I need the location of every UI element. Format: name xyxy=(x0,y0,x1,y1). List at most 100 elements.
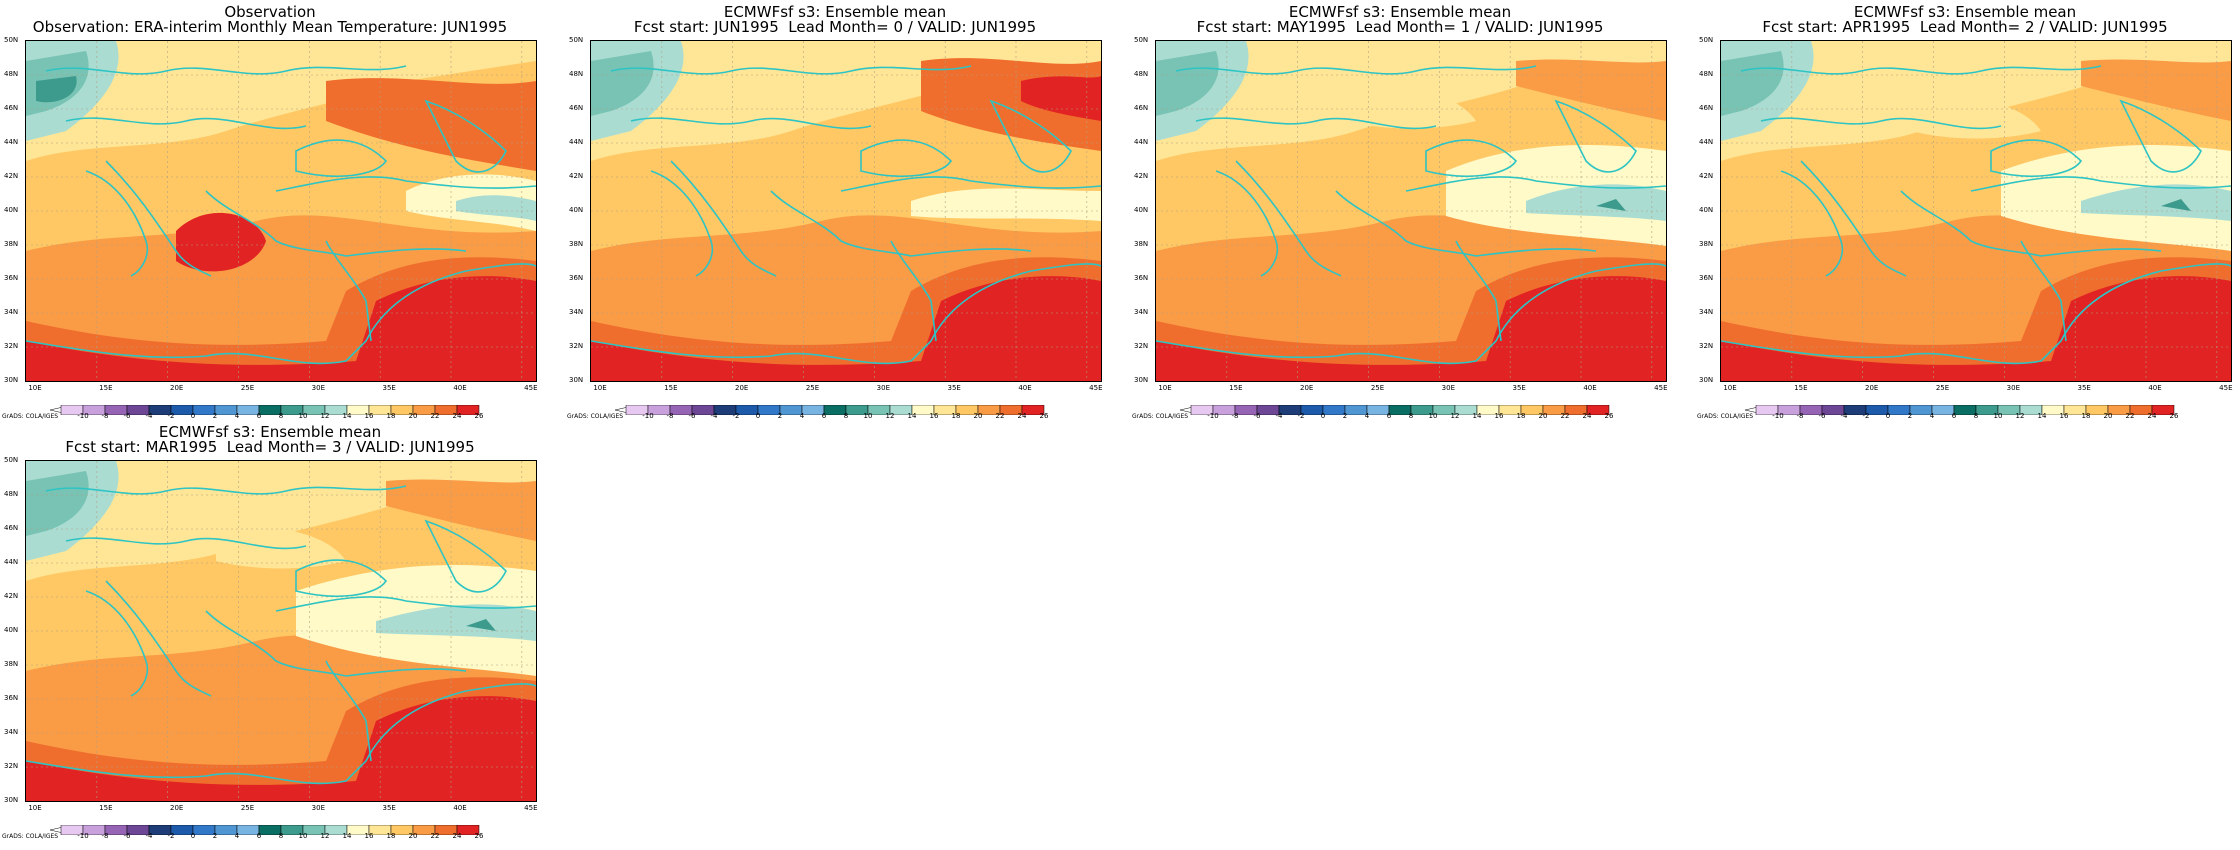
lon-tick-label: 40E xyxy=(1583,384,1597,392)
colorbar-label: 4 xyxy=(799,412,805,420)
lat-tick-label: 32N xyxy=(1134,342,1149,350)
panel-subtitle: Fcst start: JUN1995 Lead Month= 0 / VALI… xyxy=(633,18,1037,36)
lon-tick-label: 15E xyxy=(99,804,113,812)
lon-tick-label: 30E xyxy=(311,804,325,812)
lat-tick-label: 42N xyxy=(4,592,19,600)
colorbar-label: 26 xyxy=(474,832,484,840)
colorbar-label: 12 xyxy=(2015,412,2025,420)
lat-tick-label: 34N xyxy=(4,308,19,316)
lat-tick-label: 30N xyxy=(4,796,19,804)
colorbar-label: 12 xyxy=(320,412,330,420)
lat-tick-label: 38N xyxy=(1699,240,1714,248)
lat-tick-label: 48N xyxy=(1134,70,1149,78)
colorbar-label: 26 xyxy=(2169,412,2179,420)
lon-tick-label: 35E xyxy=(947,384,961,392)
colorbar-label: 4 xyxy=(1364,412,1370,420)
lat-tick-label: 40N xyxy=(4,206,19,214)
colorbar-label: 14 xyxy=(342,412,352,420)
colorbar-label: 2 xyxy=(1342,412,1348,420)
colorbar: -10 -8 -6 -4 -2 0 2 4 6 8 10 12 14 16 18 20 22 24 26 xyxy=(614,400,1055,420)
lon-tick-label: 25E xyxy=(1935,384,1950,392)
colorbar-label: 10 xyxy=(1428,412,1438,420)
colorbar-label: -8 xyxy=(666,412,674,420)
colorbar-label: 22 xyxy=(2125,412,2135,420)
colorbar-label: 26 xyxy=(1604,412,1614,420)
lat-tick-label: 48N xyxy=(4,490,19,498)
lon-tick-label: 20E xyxy=(734,384,749,392)
lat-tick-label: 46N xyxy=(569,104,584,112)
lat-tick-label: 46N xyxy=(1134,104,1149,112)
lat-tick-label: 40N xyxy=(1134,206,1149,214)
lon-tick-label: 35E xyxy=(2077,384,2091,392)
colorbar-label: 12 xyxy=(885,412,895,420)
lon-tick-label: 15E xyxy=(99,384,113,392)
lat-tick-label: 44N xyxy=(1134,138,1149,146)
colorbar-label: -6 xyxy=(1253,412,1261,420)
grads-credit: GrADS: COLA/IGES xyxy=(1132,413,1189,420)
lon-tick-label: 10E xyxy=(1158,384,1172,392)
colorbar-label: 22 xyxy=(995,412,1005,420)
colorbar-label: -6 xyxy=(688,412,696,420)
lon-tick-label: 35E xyxy=(382,804,396,812)
lon-tick-label: 15E xyxy=(1229,384,1243,392)
colorbar-label: -6 xyxy=(123,832,131,840)
colorbar-label: 14 xyxy=(2037,412,2047,420)
colorbar-label: 16 xyxy=(929,412,939,420)
colorbar-label: 0 xyxy=(1885,412,1891,420)
colorbar-label: 18 xyxy=(951,412,961,420)
lat-tick-label: 30N xyxy=(1699,376,1714,384)
colorbar-label: 6 xyxy=(1386,412,1392,420)
colorbar-label: 14 xyxy=(1472,412,1482,420)
lat-tick-label: 32N xyxy=(4,342,19,350)
lat-tick-label: 44N xyxy=(4,138,19,146)
lat-tick-label: 44N xyxy=(4,558,19,566)
lat-tick-label: 40N xyxy=(4,626,19,634)
colorbar-label: 18 xyxy=(386,832,396,840)
panel-title: ECMWFsf s3: Ensemble mean xyxy=(158,423,382,441)
lat-tick-label: 46N xyxy=(1699,104,1714,112)
lat-tick-label: 50N xyxy=(4,36,19,44)
lon-tick-label: 20E xyxy=(1864,384,1879,392)
colorbar-label: 2 xyxy=(212,832,218,840)
temperature-map xyxy=(1720,40,2232,382)
lat-tick-label: 40N xyxy=(1699,206,1714,214)
map-panel: ECMWFsf s3: Ensemble mean Fcst start: JUN… xyxy=(565,0,1125,430)
lat-tick-label: 36N xyxy=(1134,274,1149,282)
lat-tick-label: 50N xyxy=(4,456,19,464)
map-panel: ECMWFsf s3: Ensemble mean Fcst start: MAY… xyxy=(1130,0,1690,430)
colorbar-label: 6 xyxy=(256,832,262,840)
colorbar-label: -2 xyxy=(1297,412,1305,420)
lon-tick-label: 30E xyxy=(876,384,890,392)
lon-tick-label: 10E xyxy=(28,804,42,812)
lat-tick-label: 30N xyxy=(569,376,584,384)
colorbar-label: -8 xyxy=(1796,412,1804,420)
colorbar-label: -6 xyxy=(123,412,131,420)
panel-subtitle: Fcst start: MAR1995 Lead Month= 3 / VALI… xyxy=(65,438,475,456)
colorbar-label: -10 xyxy=(1207,412,1219,420)
lon-tick-label: 45E xyxy=(2219,384,2233,392)
colorbar-label: 24 xyxy=(452,832,462,840)
colorbar-label: -6 xyxy=(1818,412,1826,420)
colorbar-label: -4 xyxy=(145,412,153,420)
colorbar-label: -4 xyxy=(145,832,153,840)
lat-tick-label: 44N xyxy=(569,138,584,146)
colorbar-label: -2 xyxy=(1862,412,1870,420)
colorbar-label: -10 xyxy=(1772,412,1784,420)
panel-subtitle: Fcst start: MAY1995 Lead Month= 1 / VALI… xyxy=(1196,18,1604,36)
colorbar-label: 12 xyxy=(1450,412,1460,420)
grads-credit: GrADS: COLA/IGES xyxy=(2,833,59,840)
lon-tick-label: 30E xyxy=(2006,384,2020,392)
temperature-map xyxy=(25,460,537,802)
colorbar-label: 10 xyxy=(863,412,873,420)
colorbar-label: 20 xyxy=(1538,412,1548,420)
colorbar-label: 22 xyxy=(1560,412,1570,420)
lon-tick-label: 20E xyxy=(1299,384,1314,392)
lat-tick-label: 30N xyxy=(1134,376,1149,384)
colorbar-label: -4 xyxy=(710,412,718,420)
colorbar-label: 20 xyxy=(408,412,418,420)
lon-tick-label: 10E xyxy=(1723,384,1737,392)
lon-tick-label: 30E xyxy=(1441,384,1455,392)
lon-tick-label: 20E xyxy=(169,384,184,392)
lon-tick-label: 10E xyxy=(28,384,42,392)
lat-tick-label: 38N xyxy=(4,240,19,248)
